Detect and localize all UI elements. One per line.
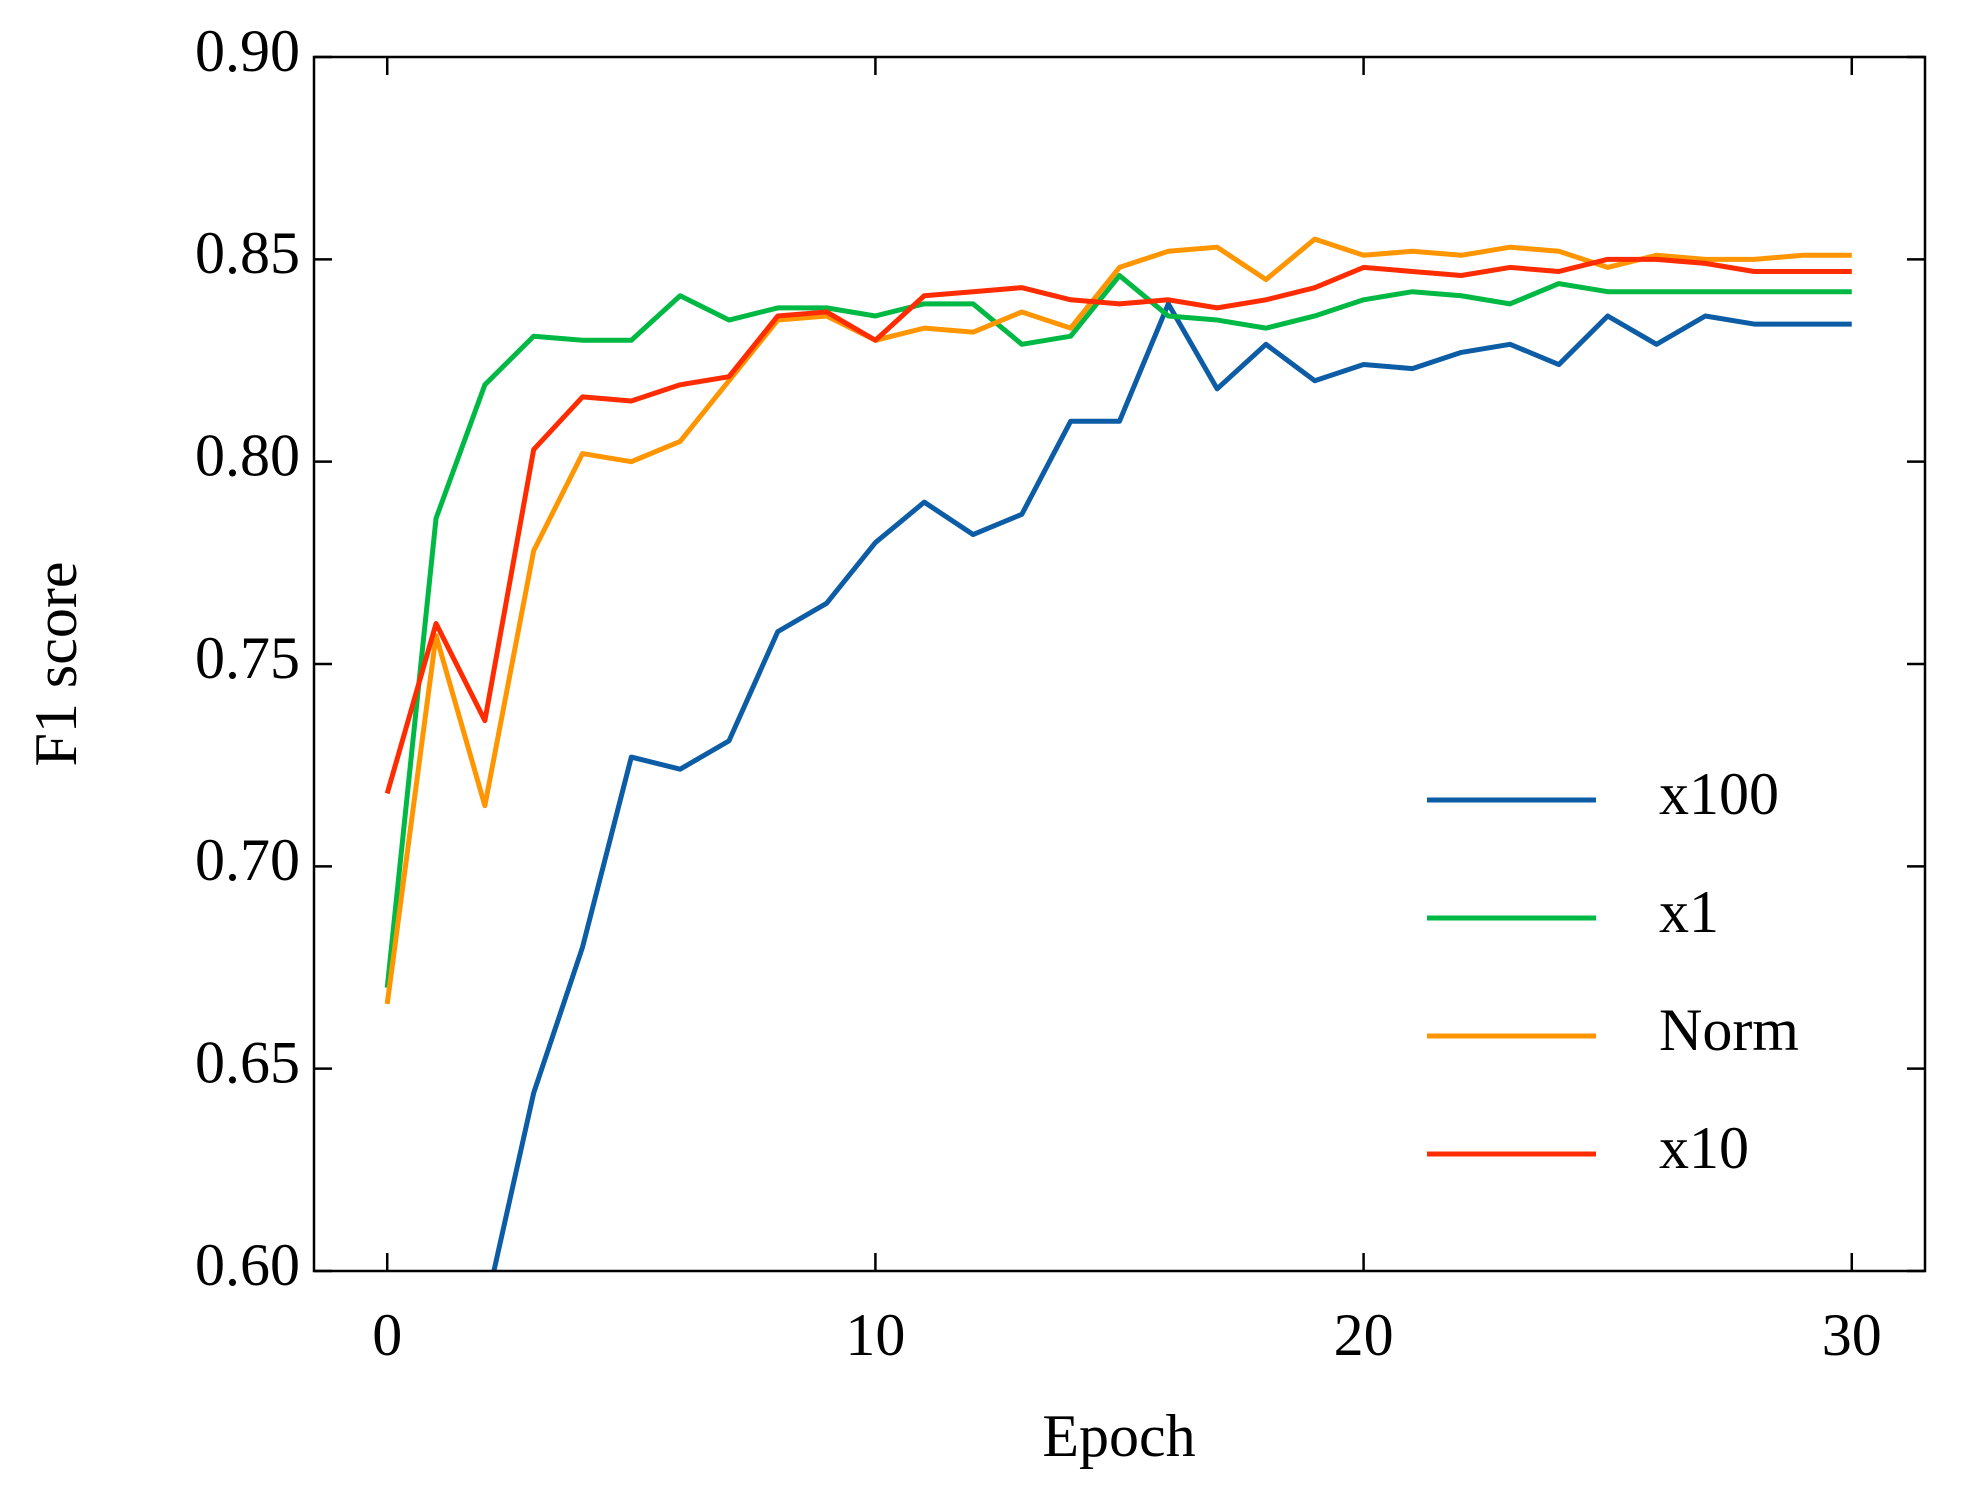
axes-frame [312, 55, 1927, 1273]
series-line [384, 236, 1852, 1005]
legend-label: x10 [1659, 1115, 1749, 1181]
y-tick-label: 0.75 [195, 625, 300, 691]
x-tick-label: 20 [1334, 1302, 1394, 1368]
y-tick-label: 0.60 [195, 1232, 300, 1298]
plot-area [384, 236, 1852, 1271]
series-line [384, 256, 1852, 795]
series-line [491, 301, 1852, 1271]
x-tick-label: 0 [372, 1302, 402, 1368]
legend-label: x100 [1659, 761, 1779, 827]
legend-label: x1 [1659, 879, 1719, 945]
series-line [384, 273, 1852, 988]
y-tick-label: 0.65 [195, 1029, 300, 1095]
y-axis-label: F1 score [23, 562, 89, 767]
y-tick-label: 0.80 [195, 422, 300, 488]
x-axis-label: Epoch [1042, 1403, 1195, 1469]
x-tick-label: 10 [845, 1302, 905, 1368]
y-tick-label: 0.70 [195, 827, 300, 893]
legend-label: Norm [1659, 997, 1799, 1063]
x-tick-label: 30 [1822, 1302, 1882, 1368]
y-tick-label: 0.90 [195, 18, 300, 84]
y-tick-label: 0.85 [195, 220, 300, 286]
